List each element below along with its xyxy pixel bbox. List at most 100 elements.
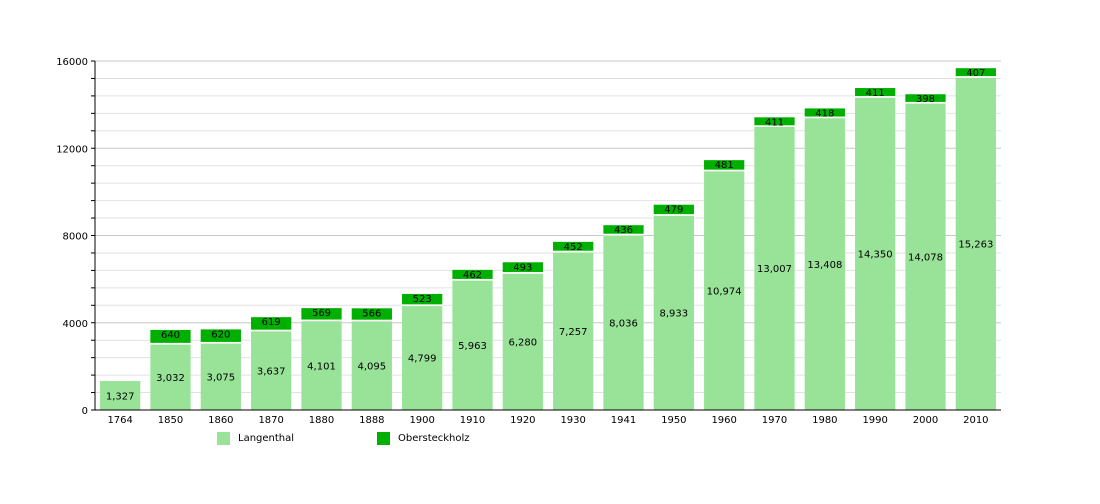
y-tick-label: 12000 [56, 144, 88, 155]
y-tick-label: 4000 [63, 319, 88, 330]
x-tick-label: 1860 [208, 415, 233, 426]
bar-langenthal [553, 251, 594, 410]
bar-langenthal [603, 234, 644, 410]
data-label-obersteckholz: 620 [211, 329, 230, 340]
bar-obersteckholz [301, 308, 342, 320]
bar-obersteckholz [804, 108, 845, 117]
bar-langenthal [100, 381, 141, 410]
bar-langenthal [754, 126, 795, 410]
legend-label: Obersteckholz [398, 433, 470, 444]
legend-swatch [217, 432, 230, 445]
x-tick-label: 1850 [158, 415, 183, 426]
x-tick-label: 1980 [812, 415, 837, 426]
x-tick-label: 1950 [661, 415, 686, 426]
x-tick-label: 1930 [560, 415, 585, 426]
legend-item-langenthal: Langenthal [217, 432, 294, 445]
bar-obersteckholz [653, 204, 694, 215]
data-label-langenthal: 3,075 [207, 372, 236, 383]
data-label-langenthal: 3,637 [257, 366, 286, 377]
data-label-obersteckholz: 411 [866, 88, 885, 99]
data-label-obersteckholz: 523 [413, 294, 432, 305]
data-label-langenthal: 8,933 [660, 309, 689, 320]
bar-obersteckholz [150, 329, 191, 343]
x-tick-label: 2000 [913, 415, 938, 426]
x-tick-label: 2010 [963, 415, 988, 426]
data-label-langenthal: 3,032 [156, 373, 185, 384]
data-label-langenthal: 4,101 [307, 361, 336, 372]
bar-langenthal [301, 320, 342, 410]
data-label-langenthal: 13,408 [807, 260, 842, 271]
x-tick-label: 1920 [510, 415, 535, 426]
data-label-langenthal: 1,327 [106, 392, 135, 403]
bar-langenthal [804, 117, 845, 411]
bar-obersteckholz [251, 317, 292, 330]
data-label-obersteckholz: 398 [916, 94, 935, 105]
data-label-obersteckholz: 619 [262, 317, 281, 328]
data-label-langenthal: 7,257 [559, 327, 588, 338]
data-label-langenthal: 15,263 [958, 240, 993, 251]
legend-item-obersteckholz: Obersteckholz [377, 432, 470, 445]
data-label-obersteckholz: 462 [463, 270, 482, 281]
data-label-obersteckholz: 493 [513, 262, 532, 273]
data-label-langenthal: 4,799 [408, 354, 437, 365]
bar-langenthal [251, 330, 292, 410]
data-label-obersteckholz: 479 [664, 205, 683, 216]
data-label-langenthal: 6,280 [509, 338, 538, 349]
x-tick-label: 1910 [460, 415, 485, 426]
bar-langenthal [150, 343, 191, 410]
x-tick-label: 1941 [611, 415, 636, 426]
data-label-obersteckholz: 640 [161, 330, 180, 341]
x-tick-label: 1960 [711, 415, 736, 426]
data-label-obersteckholz: 407 [966, 68, 985, 79]
x-tick-label: 1970 [762, 415, 787, 426]
data-label-langenthal: 5,963 [458, 341, 487, 352]
data-label-langenthal: 14,350 [858, 249, 893, 260]
bar-langenthal [905, 102, 946, 411]
bar-obersteckholz [553, 241, 594, 251]
bar-obersteckholz [452, 269, 493, 279]
bar-langenthal [502, 273, 543, 410]
bar-obersteckholz [754, 117, 795, 126]
x-tick-label: 1990 [862, 415, 887, 426]
bar-obersteckholz [402, 293, 443, 305]
bar-obersteckholz [955, 68, 996, 77]
bar-obersteckholz [905, 94, 946, 102]
bar-obersteckholz [200, 329, 241, 342]
data-label-langenthal: 14,078 [908, 252, 943, 263]
bar-langenthal [351, 320, 392, 410]
legend-swatch [377, 432, 390, 445]
data-label-obersteckholz: 411 [765, 117, 784, 128]
bar-langenthal [200, 342, 241, 410]
data-label-obersteckholz: 481 [715, 160, 734, 171]
x-tick-label: 1870 [258, 415, 283, 426]
x-tick-label: 1900 [409, 415, 434, 426]
data-label-obersteckholz: 566 [362, 308, 381, 319]
x-tick-label: 1764 [107, 415, 132, 426]
bar-obersteckholz [603, 225, 644, 234]
bar-langenthal [653, 215, 694, 410]
bar-obersteckholz [704, 160, 745, 170]
data-label-langenthal: 8,036 [609, 318, 638, 329]
bar-langenthal [704, 170, 745, 410]
y-tick-label: 8000 [63, 232, 88, 243]
bar-langenthal [452, 279, 493, 410]
x-tick-label: 1880 [309, 415, 334, 426]
bar-obersteckholz [502, 262, 543, 273]
bar-langenthal [402, 305, 443, 410]
data-label-obersteckholz: 418 [815, 108, 834, 119]
bar-langenthal [955, 77, 996, 411]
x-tick-label: 1888 [359, 415, 384, 426]
data-label-langenthal: 10,974 [707, 286, 742, 297]
bar-obersteckholz [855, 88, 896, 96]
legend-label: Langenthal [238, 433, 295, 444]
bar-obersteckholz [351, 308, 392, 320]
y-tick-label: 0 [82, 406, 88, 417]
bar-langenthal [855, 96, 896, 410]
data-label-obersteckholz: 452 [564, 242, 583, 253]
data-label-langenthal: 13,007 [757, 264, 792, 275]
data-label-obersteckholz: 569 [312, 308, 331, 319]
data-label-langenthal: 4,095 [358, 361, 387, 372]
y-tick-label: 16000 [56, 57, 88, 68]
